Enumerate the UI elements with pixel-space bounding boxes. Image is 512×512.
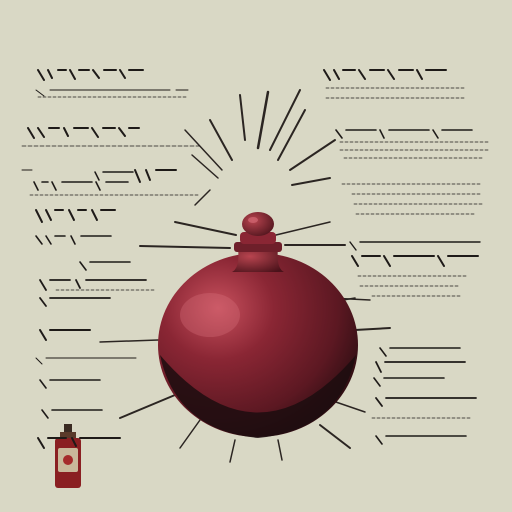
- small-red-bottle: [55, 424, 81, 488]
- left-annotation-scribbles: [21, 69, 203, 449]
- right-annotation-scribbles: [323, 69, 491, 445]
- radiating-rays: [99, 89, 391, 463]
- red-round-flask: [158, 212, 358, 438]
